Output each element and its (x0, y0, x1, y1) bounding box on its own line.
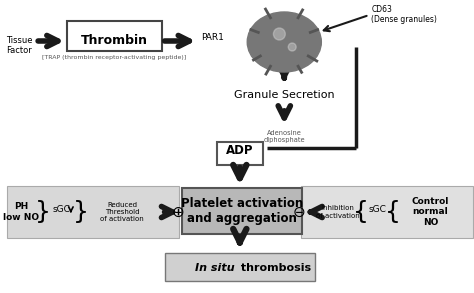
FancyBboxPatch shape (67, 21, 162, 51)
Text: CD63
(Dense granules): CD63 (Dense granules) (371, 5, 437, 24)
FancyBboxPatch shape (217, 142, 263, 164)
Text: Inhibition
of activation: Inhibition of activation (316, 205, 359, 219)
Text: }: } (73, 200, 89, 224)
Text: Platelet activation
and aggregation: Platelet activation and aggregation (181, 197, 303, 225)
Text: PH
low NO: PH low NO (3, 202, 39, 222)
Text: Granule Secretion: Granule Secretion (234, 90, 335, 100)
Text: PAR1: PAR1 (201, 33, 224, 42)
Text: ⊕: ⊕ (171, 205, 184, 219)
Text: Control
normal
NO: Control normal NO (412, 197, 449, 227)
Text: {: { (385, 200, 401, 224)
Text: Reduced
Threshold
of activation: Reduced Threshold of activation (100, 202, 144, 222)
Circle shape (288, 43, 296, 51)
Text: Thrombin: Thrombin (81, 35, 148, 47)
Text: sGC: sGC (368, 205, 386, 214)
Text: }: } (35, 200, 51, 224)
Text: Adenosine
diphosphate: Adenosine diphosphate (264, 130, 305, 143)
Ellipse shape (247, 12, 321, 72)
FancyBboxPatch shape (165, 253, 315, 281)
FancyBboxPatch shape (7, 186, 179, 238)
Text: ⊖: ⊖ (293, 205, 305, 219)
Text: sGC: sGC (52, 205, 70, 214)
Text: Tissue
Factor: Tissue Factor (6, 36, 33, 55)
Text: ADP: ADP (226, 144, 254, 158)
FancyBboxPatch shape (301, 186, 473, 238)
Text: {: { (354, 200, 369, 224)
Text: [TRAP (thrombin receptor-activating peptide)]: [TRAP (thrombin receptor-activating pept… (42, 55, 186, 60)
Circle shape (273, 28, 285, 40)
Text: In situ: In situ (195, 263, 235, 273)
Text: thrombosis: thrombosis (237, 263, 311, 273)
FancyBboxPatch shape (182, 188, 302, 234)
